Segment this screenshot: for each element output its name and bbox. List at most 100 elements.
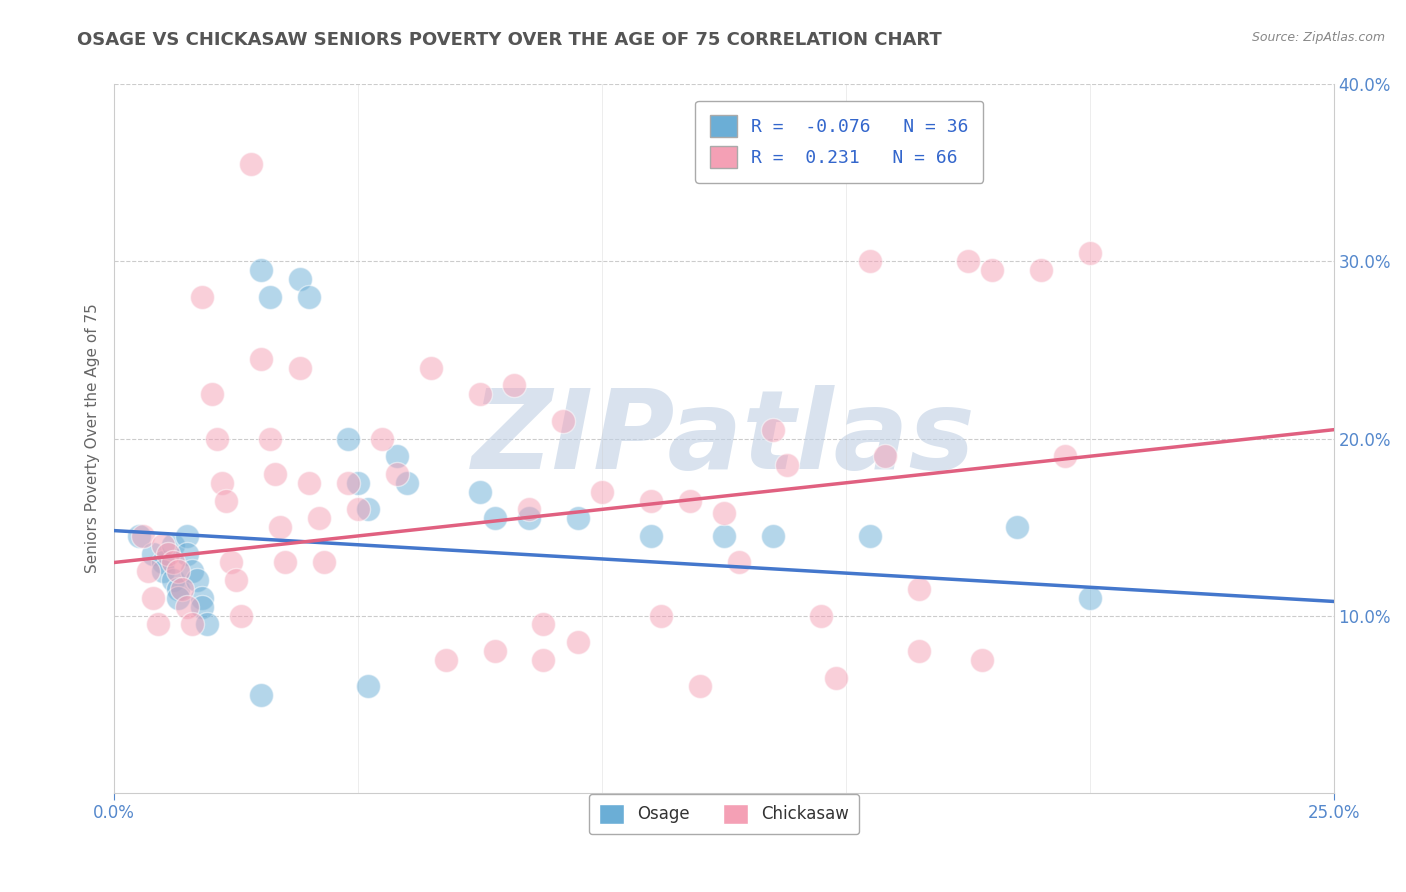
Point	[533, 653, 555, 667]
Point	[181, 617, 204, 632]
Point	[195, 617, 218, 632]
Point	[371, 432, 394, 446]
Point	[1005, 520, 1028, 534]
Point	[713, 506, 735, 520]
Point	[468, 387, 491, 401]
Point	[191, 599, 214, 614]
Point	[239, 157, 262, 171]
Point	[229, 608, 252, 623]
Point	[264, 467, 287, 481]
Point	[1078, 591, 1101, 605]
Point	[357, 502, 380, 516]
Point	[567, 635, 589, 649]
Point	[211, 475, 233, 490]
Point	[347, 502, 370, 516]
Point	[640, 529, 662, 543]
Point	[201, 387, 224, 401]
Point	[152, 556, 174, 570]
Text: ZIPatlas: ZIPatlas	[472, 385, 976, 492]
Point	[776, 458, 799, 472]
Point	[825, 671, 848, 685]
Point	[181, 565, 204, 579]
Point	[981, 263, 1004, 277]
Point	[215, 493, 238, 508]
Point	[142, 591, 165, 605]
Point	[1078, 245, 1101, 260]
Point	[689, 680, 711, 694]
Point	[1054, 449, 1077, 463]
Point	[259, 290, 281, 304]
Point	[567, 511, 589, 525]
Point	[269, 520, 291, 534]
Point	[420, 360, 443, 375]
Point	[517, 511, 540, 525]
Point	[1029, 263, 1052, 277]
Point	[873, 449, 896, 463]
Point	[591, 484, 613, 499]
Point	[176, 547, 198, 561]
Point	[972, 653, 994, 667]
Point	[551, 414, 574, 428]
Point	[337, 475, 360, 490]
Point	[347, 475, 370, 490]
Point	[288, 360, 311, 375]
Point	[166, 591, 188, 605]
Point	[166, 582, 188, 596]
Legend: Osage, Chickasaw: Osage, Chickasaw	[589, 794, 859, 834]
Point	[434, 653, 457, 667]
Point	[128, 529, 150, 543]
Point	[956, 254, 979, 268]
Point	[298, 475, 321, 490]
Point	[357, 680, 380, 694]
Point	[810, 608, 832, 623]
Point	[762, 423, 785, 437]
Point	[162, 556, 184, 570]
Point	[762, 529, 785, 543]
Point	[650, 608, 672, 623]
Point	[312, 556, 335, 570]
Point	[219, 556, 242, 570]
Point	[186, 573, 208, 587]
Text: OSAGE VS CHICKASAW SENIORS POVERTY OVER THE AGE OF 75 CORRELATION CHART: OSAGE VS CHICKASAW SENIORS POVERTY OVER …	[77, 31, 942, 49]
Point	[503, 378, 526, 392]
Point	[166, 565, 188, 579]
Point	[288, 272, 311, 286]
Point	[156, 547, 179, 561]
Point	[679, 493, 702, 508]
Point	[205, 432, 228, 446]
Point	[146, 617, 169, 632]
Point	[517, 502, 540, 516]
Point	[172, 582, 194, 596]
Point	[308, 511, 330, 525]
Point	[176, 529, 198, 543]
Point	[908, 644, 931, 658]
Y-axis label: Seniors Poverty Over the Age of 75: Seniors Poverty Over the Age of 75	[86, 303, 100, 574]
Point	[337, 432, 360, 446]
Point	[908, 582, 931, 596]
Point	[468, 484, 491, 499]
Point	[533, 617, 555, 632]
Point	[138, 565, 160, 579]
Point	[152, 538, 174, 552]
Point	[249, 351, 271, 366]
Point	[484, 511, 506, 525]
Point	[859, 529, 882, 543]
Point	[713, 529, 735, 543]
Point	[142, 547, 165, 561]
Point	[274, 556, 297, 570]
Point	[859, 254, 882, 268]
Point	[385, 449, 408, 463]
Point	[395, 475, 418, 490]
Point	[132, 529, 155, 543]
Text: Source: ZipAtlas.com: Source: ZipAtlas.com	[1251, 31, 1385, 45]
Point	[385, 467, 408, 481]
Point	[176, 599, 198, 614]
Point	[152, 565, 174, 579]
Point	[727, 556, 749, 570]
Point	[191, 290, 214, 304]
Point	[259, 432, 281, 446]
Point	[484, 644, 506, 658]
Point	[640, 493, 662, 508]
Point	[249, 688, 271, 702]
Point	[162, 573, 184, 587]
